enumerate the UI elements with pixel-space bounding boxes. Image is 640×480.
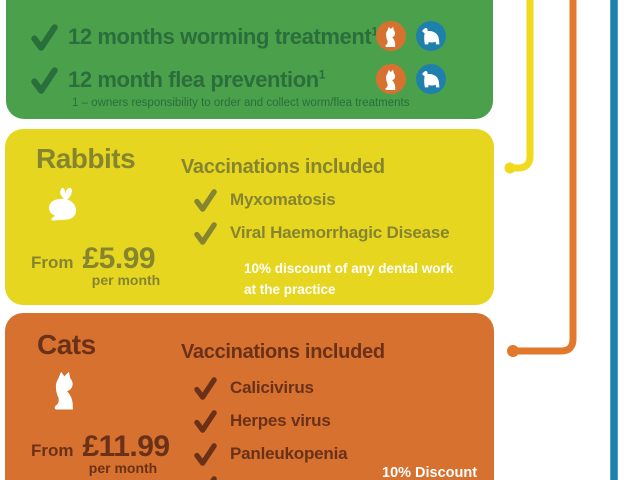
check-icon [194,442,217,466]
price-value: £5.99 [82,242,156,275]
features-footnote: 1 – owners responsibility to order and c… [72,97,410,109]
note-line: 10% discount of any dental work [244,261,454,276]
dog-badge [416,64,446,94]
rabbit-icon [45,187,79,223]
vaccination-row: Viral Haemorrhagic Disease [194,220,450,246]
rabbits-title: Rabbits [36,143,136,174]
price-prefix: From [31,441,74,460]
rabbits-connector-line [511,0,534,172]
cats-panel: Cats From £11.99 per month Vaccinations … [5,313,494,480]
vaccination-row: Myxomatosis [194,187,336,213]
cat-icon [52,370,78,410]
check-icon [31,66,58,94]
check-icon [194,188,217,212]
price-period: per month [88,460,158,476]
vaccination-row: Herpes virus [194,408,331,434]
rabbits-connector-dot [504,162,516,174]
vaccination-label: Panleukopenia [230,444,348,463]
price-period: per month [91,272,161,288]
dog-badge [416,21,446,51]
footnote-ref: 1 [371,24,378,39]
feature-label: 12 month flea prevention1 [68,67,326,92]
flea-badges [376,64,446,94]
cat-icon [385,26,396,47]
dog-icon [421,70,439,87]
cat-badge [376,64,406,94]
vaccination-label: Herpes virus [230,411,331,430]
vaccination-row: Panleukopenia [194,441,348,467]
worming-badges [376,21,446,51]
features-panel: 12 months worming treatment1 12 month fl… [6,0,493,119]
feature-row-worming: 12 months worming treatment1 [31,22,378,52]
check-icon [194,409,217,433]
check-icon [194,376,217,400]
rabbits-price: From £5.99 [31,242,156,276]
cats-discount-note: 10% Discount [382,465,478,480]
check-icon [194,475,217,480]
vaccinations-heading: Vaccinations included [181,156,385,178]
cats-connector-line [514,0,577,355]
check-icon [31,23,58,51]
check-icon [194,221,217,245]
rabbits-panel: Rabbits From £5.99 per month Vaccination… [5,129,494,305]
dog-icon [421,27,439,44]
cat-badge [376,21,406,51]
cats-price: From £11.99 [31,430,170,464]
note-line: at the practice [244,281,336,297]
cats-title: Cats [37,329,96,360]
price-prefix: From [31,253,74,272]
vaccination-label: Myxomatosis [230,190,336,209]
footnote-ref: 1 [318,67,326,82]
vaccinations-heading: Vaccinations included [181,341,385,363]
price-value: £11.99 [82,430,171,463]
cats-connector-dot [507,345,519,357]
vaccination-label: Calicivirus [230,378,314,397]
feature-label: 12 months worming treatment1 [68,24,378,49]
vaccination-row-partial [194,474,217,480]
cat-icon [385,69,396,90]
vaccination-label: Viral Haemorrhagic Disease [230,223,450,242]
rabbits-discount-note: 10% discount of any dental work at the p… [244,259,453,301]
feature-row-flea: 12 month flea prevention1 [31,65,325,95]
vaccination-row: Calicivirus [194,375,314,401]
